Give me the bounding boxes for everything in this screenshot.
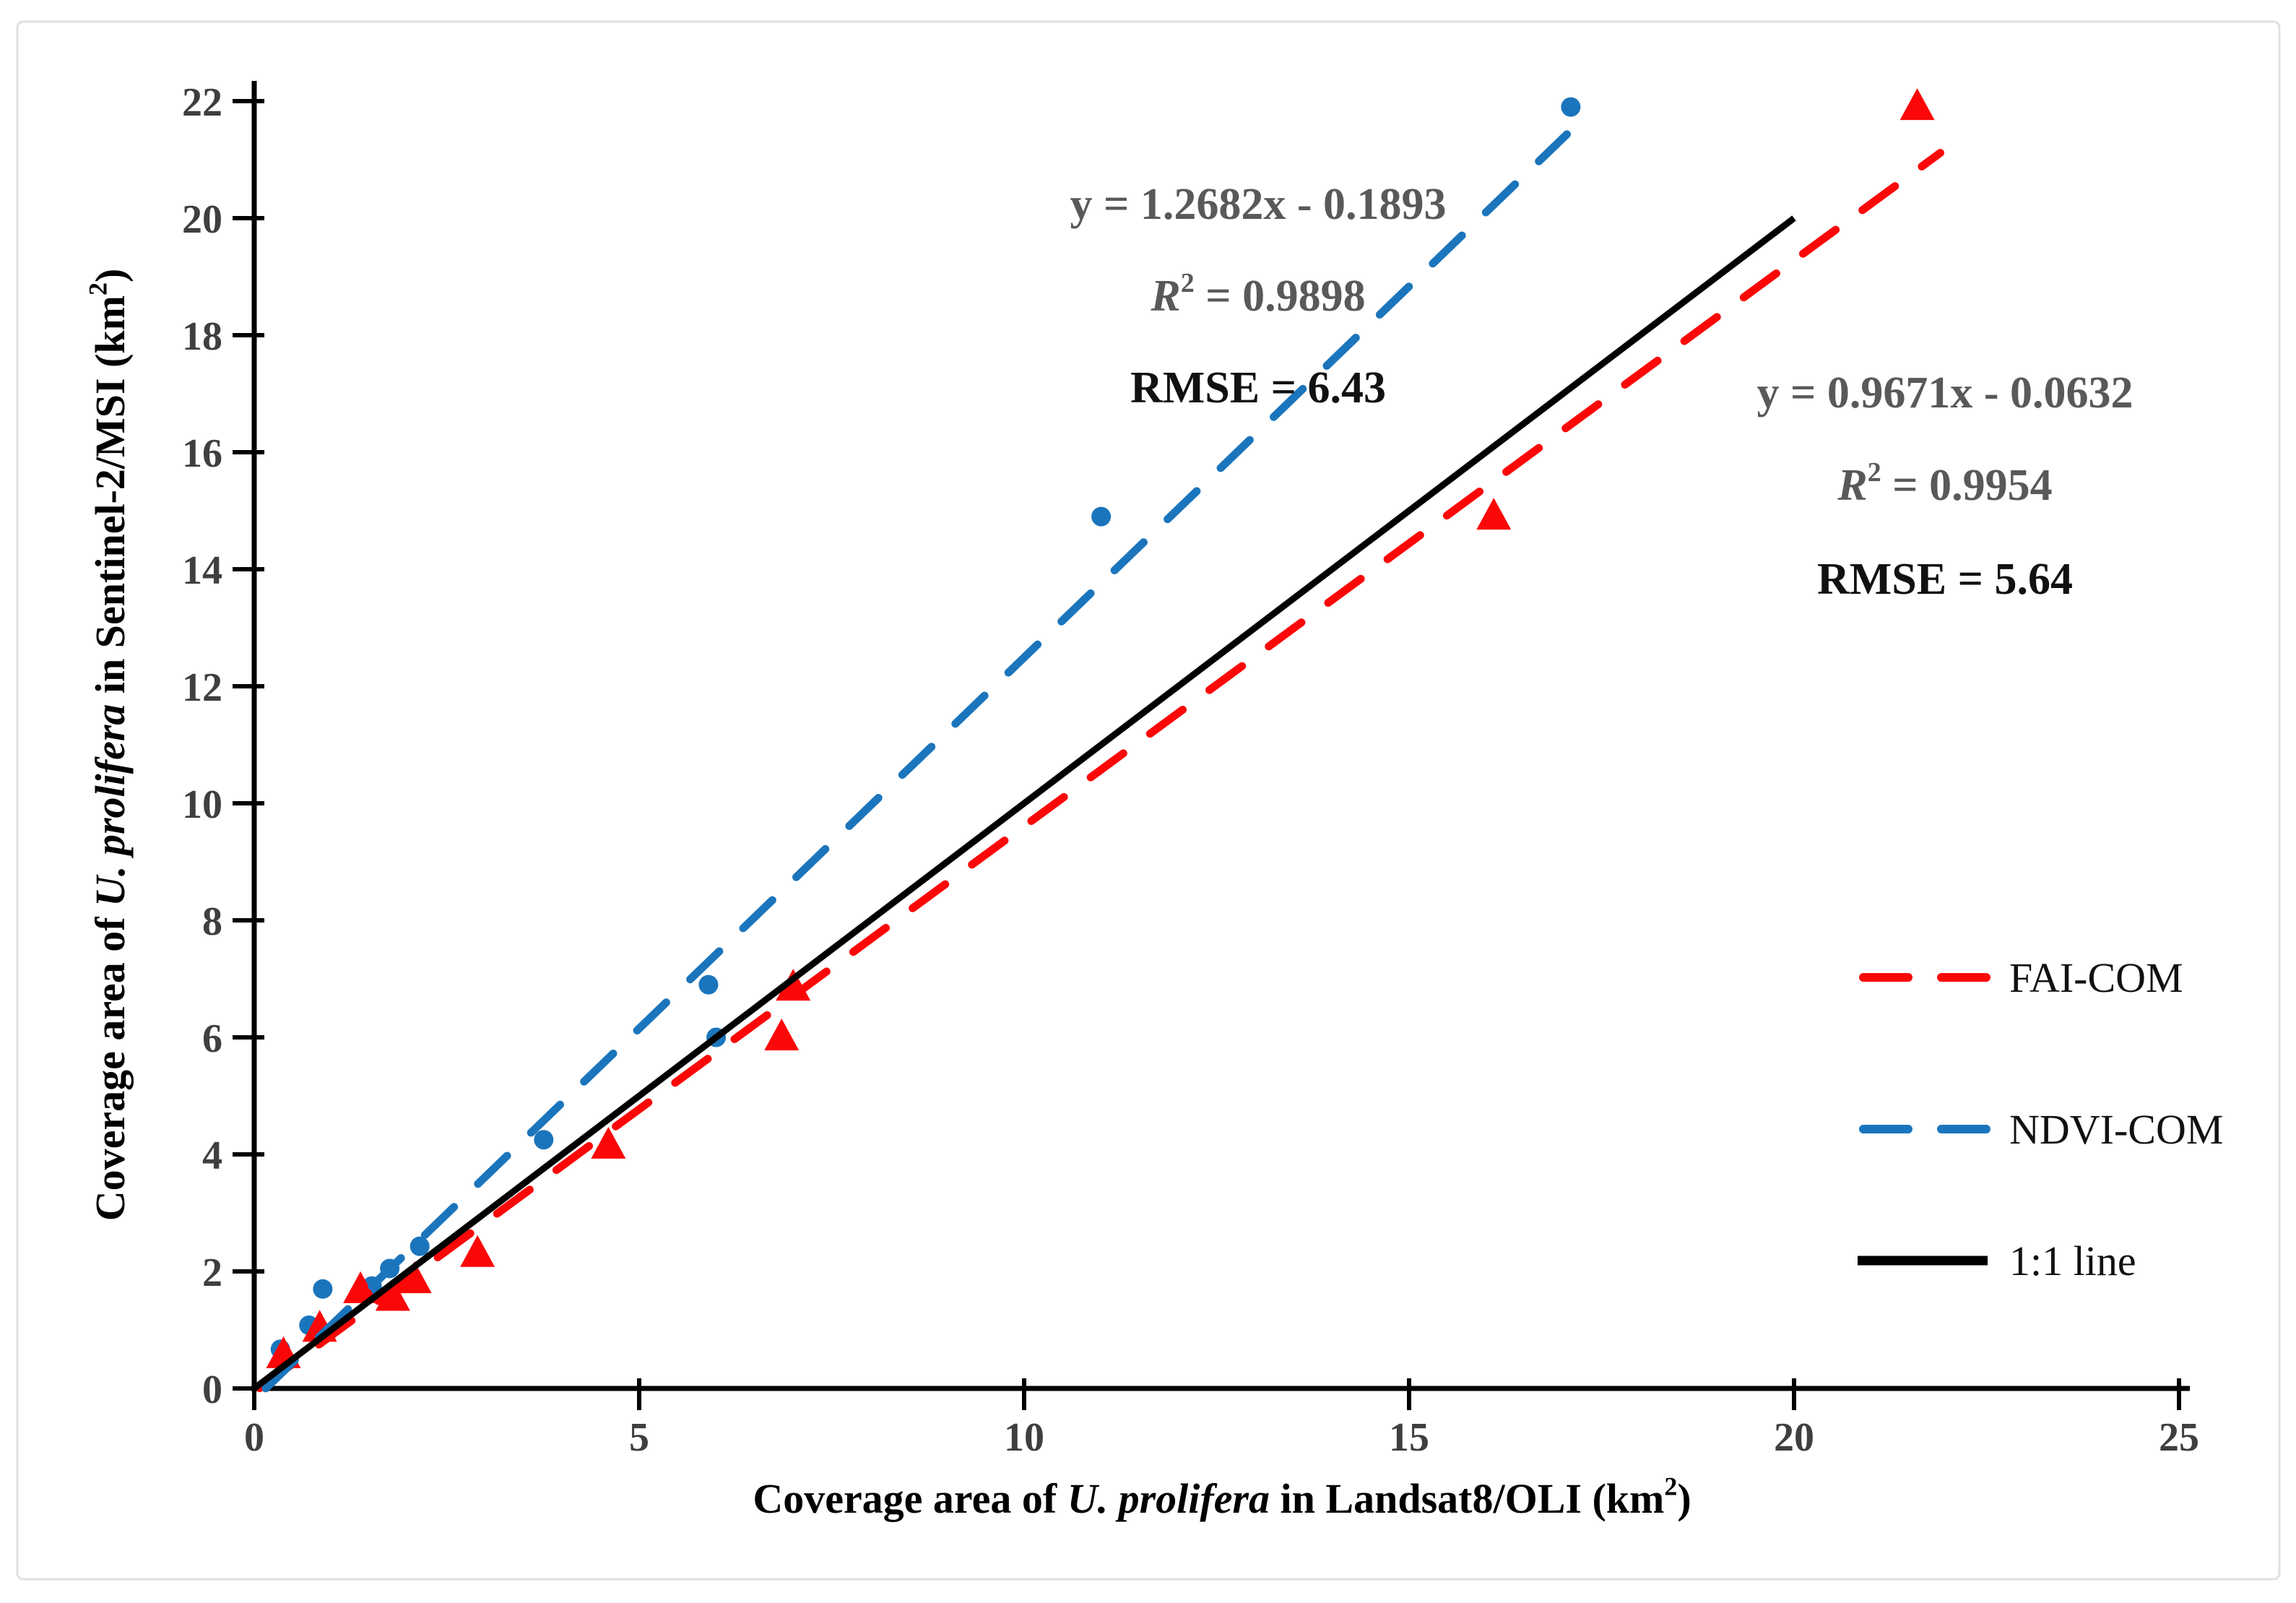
y-tick-label: 6 <box>202 1016 222 1061</box>
fai-com-point-marker <box>591 1126 626 1159</box>
y-tick-label: 0 <box>202 1367 222 1412</box>
fai-equation-text: RMSE = 5.64 <box>1817 555 2073 604</box>
ndvi-com-point-marker <box>1091 506 1112 527</box>
fai-equation-block: y = 0.9671x - 0.0632 R2 = 0.9954 RMSE = 5.… <box>1757 368 2133 604</box>
y-tick-label: 2 <box>202 1250 222 1295</box>
legend-item: 1:1 line <box>1858 1237 2136 1284</box>
y-tick-label: 20 <box>182 197 222 242</box>
x-tick-label: 0 <box>244 1415 264 1460</box>
y-tick-label: 8 <box>202 899 222 944</box>
y-tick-label: 10 <box>182 782 222 827</box>
ndvi-equation-text: RMSE = 6.43 <box>1130 363 1386 412</box>
legend-item: NDVI-COM <box>1859 1106 2223 1153</box>
ndvi-equation-text: y = 1.2682x - 0.1893 <box>1070 180 1447 229</box>
fai-com-point-marker <box>460 1235 495 1267</box>
y-tick-label: 22 <box>182 80 222 125</box>
ndvi-equation-block: y = 1.2682x - 0.1893 R2 = 0.9898 RMSE = 6.… <box>1070 180 1447 412</box>
x-tick-label: 15 <box>1389 1415 1429 1460</box>
ndvi-com-series <box>270 97 1581 1360</box>
ndvi-com-point-marker <box>698 975 719 995</box>
x-tick-label: 25 <box>2159 1415 2199 1460</box>
fai-com-fit-trendline <box>255 149 1945 1393</box>
ndvi-equation-text: R2 = 0.9898 <box>1150 268 1365 321</box>
fai-com-point-marker <box>343 1271 378 1303</box>
ndvi-com-point-marker <box>410 1236 430 1256</box>
y-tick-label: 18 <box>182 314 222 359</box>
legend-label: FAI-COM <box>2009 954 2183 1001</box>
fai-equation-text: y = 0.9671x - 0.0632 <box>1757 368 2133 418</box>
legend-label: NDVI-COM <box>2009 1106 2223 1153</box>
x-tick-label: 20 <box>1774 1415 1814 1460</box>
fai-com-point-marker <box>1899 88 1935 121</box>
one-to-one-line <box>252 215 1796 1391</box>
x-tick-label: 5 <box>629 1415 649 1460</box>
x-axis-title: Coverage area of U. prolifera in Landsat… <box>753 1472 1691 1522</box>
y-tick-label: 16 <box>182 431 222 476</box>
y-tick-label: 12 <box>182 665 222 710</box>
y-tick-label: 4 <box>202 1133 222 1178</box>
fai-com-point-marker <box>764 1019 800 1050</box>
fai-com-point-marker <box>1476 498 1512 530</box>
y-tick-label: 14 <box>182 548 222 593</box>
ndvi-com-point-marker <box>534 1130 554 1150</box>
y-axis-title: Coverage area of U. prolifera in Sentine… <box>84 269 134 1222</box>
legend-label: 1:1 line <box>2009 1237 2136 1284</box>
ndvi-com-point-marker <box>313 1279 333 1299</box>
fai-com-series <box>266 88 1935 1368</box>
ndvi-com-point-marker <box>1561 97 1581 117</box>
x-tick-label: 10 <box>1004 1415 1044 1460</box>
figure-border <box>16 20 2281 1581</box>
fai-equation-text: R2 = 0.9954 <box>1837 457 2052 510</box>
ndvi-com-fit-trendline <box>261 130 1572 1393</box>
legend: FAI-COM NDVI-COM 1:1 line <box>1858 954 2223 1284</box>
legend-item: FAI-COM <box>1859 954 2183 1001</box>
